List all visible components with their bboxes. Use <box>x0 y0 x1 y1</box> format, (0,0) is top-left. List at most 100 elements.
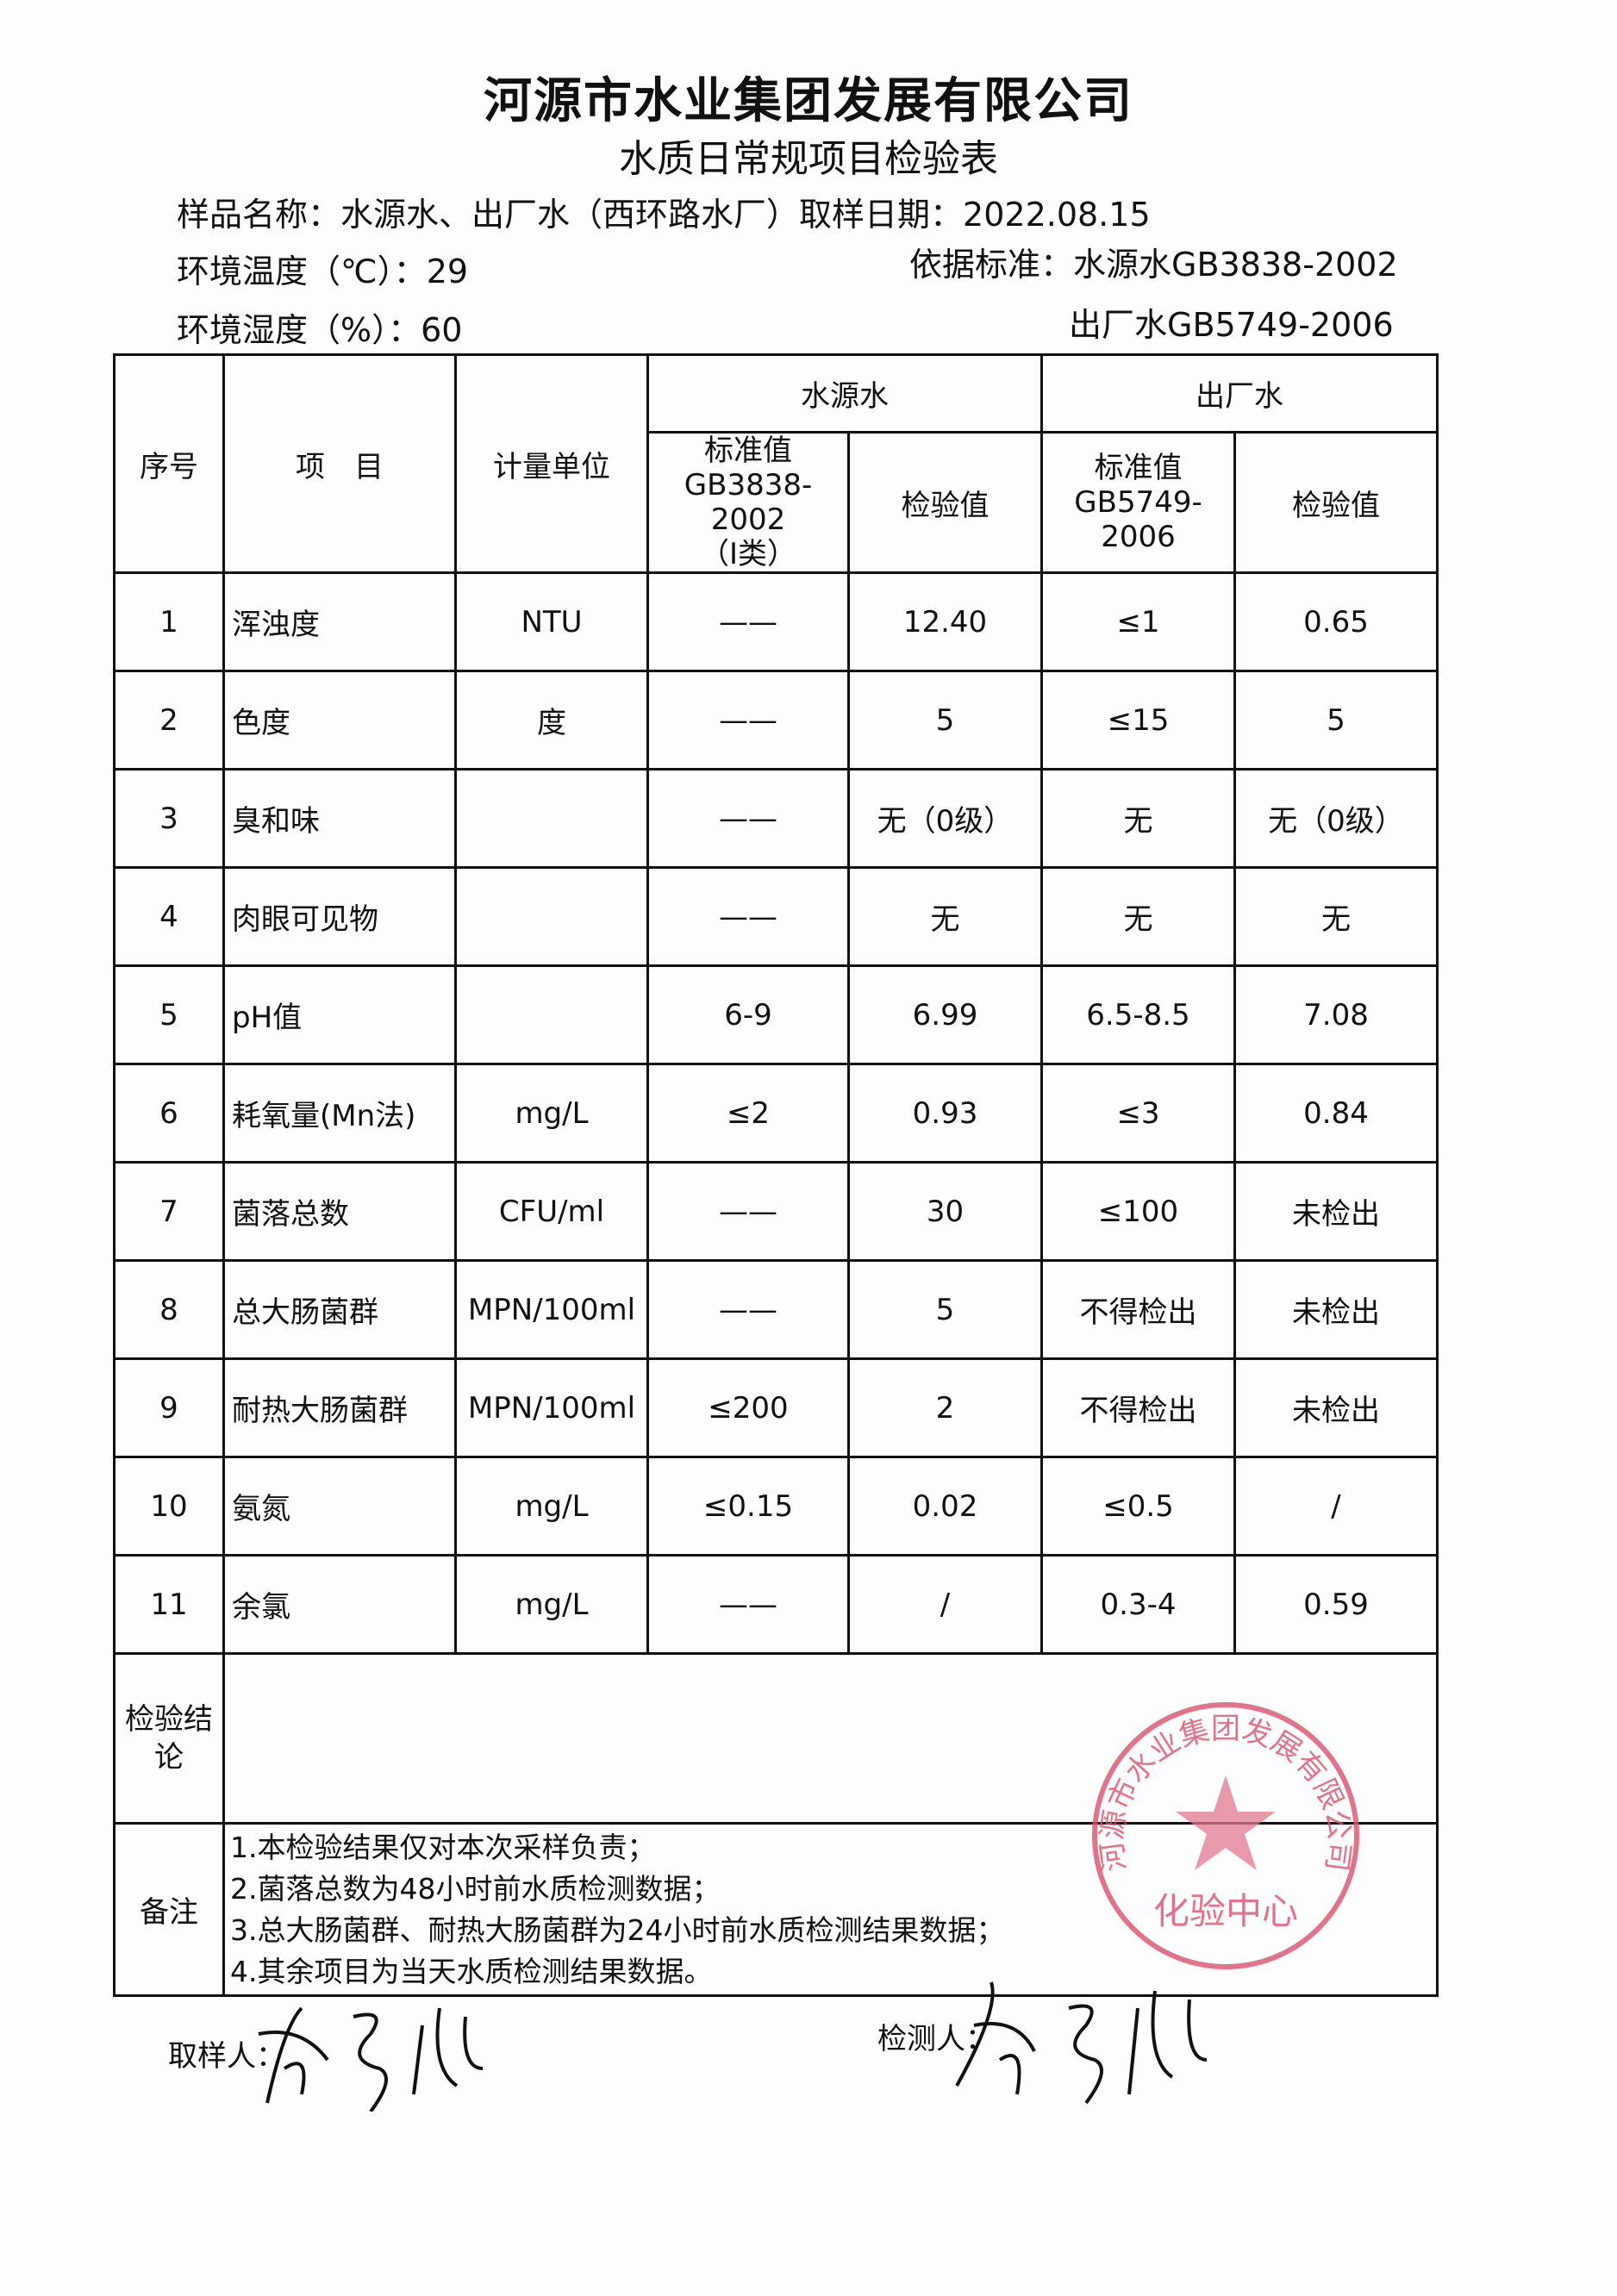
row-source-standard: —— <box>646 571 850 672</box>
table-row: 6 耗氧量(Mn法) mg/L ≤2 0.93 ≤3 0.84 <box>113 1063 1439 1164</box>
row-no: 3 <box>113 768 225 869</box>
row-treated-standard: 不得检出 <box>1040 1357 1236 1458</box>
row-source-value: 无 <box>847 866 1043 967</box>
temperature-line: 环境温度（℃）：29 <box>177 245 468 292</box>
row-treated-value: 0.84 <box>1233 1063 1439 1164</box>
table-row: 2 色度度 —— 5 ≤15 5 <box>113 670 1439 771</box>
row-item: 总大肠菌群 <box>222 1259 457 1360</box>
row-item: pH值 <box>222 964 457 1065</box>
sample-name-label: 样品名称： <box>177 196 341 234</box>
note-item: 3.总大肠菌群、耐热大肠菌群为24小时前水质检测结果数据； <box>230 1912 1005 1947</box>
sampler-signature <box>258 2006 484 2112</box>
row-item: 氨氮 <box>222 1456 457 1557</box>
official-seal: 河源市水业集团发展有限公司 化验中心 <box>1092 1702 1359 1969</box>
row-source-standard: ≤0.15 <box>646 1456 850 1557</box>
row-source-standard: ≤2 <box>646 1063 850 1164</box>
row-treated-standard: 无 <box>1040 768 1236 869</box>
row-treated-value: / <box>1233 1456 1439 1557</box>
row-unit: mg/L <box>454 1063 649 1164</box>
row-source-value: 12.40 <box>847 571 1043 672</box>
row-treated-standard: 6.5-8.5 <box>1040 964 1236 1065</box>
header-source-water: 水源水 <box>646 353 1043 434</box>
row-source-value: 30 <box>847 1161 1043 1262</box>
row-treated-value: 7.08 <box>1233 964 1439 1065</box>
humidity-label: 环境湿度（%）： <box>177 311 421 349</box>
row-item: 余氯 <box>222 1554 457 1655</box>
sample-name-line: 样品名称：水源水、出厂水（西环路水厂）取样日期：2022.08.15 <box>177 188 1151 235</box>
humidity-value: 60 <box>421 311 463 349</box>
row-unit: mg/L <box>454 1456 649 1557</box>
standard-treated: 出厂水GB5749-2006 <box>1069 306 1394 344</box>
row-treated-standard: 不得检出 <box>1040 1259 1236 1360</box>
seal-ring <box>1092 1702 1359 1969</box>
row-treated-value: 未检出 <box>1233 1161 1439 1262</box>
inspection-table: 序号 项 目 计量单位 水源水 出厂水 标准值 GB3838-2002 （Ⅰ类）… <box>113 353 1439 1997</box>
row-treated-standard: 无 <box>1040 866 1236 967</box>
standard-line: 依据标准：水源水GB3838-2002 <box>909 238 1398 285</box>
table-row: 9 耐热大肠菌群 MPN/100ml ≤200 2 不得检出 未检出 <box>113 1357 1439 1458</box>
conclusion-label: 检验结论 <box>113 1652 225 1825</box>
table-row: 5 pH值 6-9 6.99 6.5-8.5 7.08 <box>113 964 1439 1065</box>
row-treated-value: 未检出 <box>1233 1357 1439 1458</box>
row-treated-standard: 0.3-4 <box>1040 1554 1236 1655</box>
table-row: 11 余氯 mg/L ——/0.3-4 0.59 <box>113 1554 1439 1655</box>
row-treated-value: 未检出 <box>1233 1259 1439 1360</box>
row-unit <box>454 768 649 869</box>
seal-center-text: 化验中心 <box>1153 1890 1298 1932</box>
table-row: 3 臭和味 —— 无（0级）无无（0级） <box>113 768 1439 869</box>
header-source-value: 检验值 <box>847 431 1043 574</box>
row-source-standard: —— <box>646 1161 850 1262</box>
standard-label: 依据标准： <box>909 246 1074 284</box>
table-row: 4 肉眼可见物 —— 无无无 <box>113 866 1439 967</box>
row-no: 10 <box>113 1456 225 1557</box>
row-treated-standard: ≤100 <box>1040 1161 1236 1262</box>
form-title: 水质日常规项目检验表 <box>619 137 998 181</box>
row-treated-value: 无（0级） <box>1233 768 1439 869</box>
seal-star-icon <box>1176 1775 1276 1870</box>
row-source-standard: —— <box>646 670 850 771</box>
row-treated-value: 0.59 <box>1233 1554 1439 1655</box>
row-item: 浑浊度 <box>222 571 457 672</box>
sample-name: 水源水、出厂水（西环路水厂） <box>340 196 800 234</box>
row-source-standard: —— <box>646 768 850 869</box>
treated-standard-line2: GB5749-2006 <box>1074 485 1202 554</box>
row-item: 色度 <box>222 670 457 771</box>
row-source-value: 5 <box>847 1259 1043 1360</box>
row-item: 耐热大肠菌群 <box>222 1357 457 1458</box>
row-source-standard: —— <box>646 1554 850 1655</box>
sample-date: 2022.08.15 <box>963 196 1151 234</box>
row-unit: 度 <box>454 670 649 771</box>
row-unit: NTU <box>454 571 649 672</box>
row-item: 肉眼可见物 <box>222 866 457 967</box>
row-source-value: 0.02 <box>847 1456 1043 1557</box>
row-unit: CFU/ml <box>454 1161 649 1262</box>
row-no: 5 <box>113 964 225 1065</box>
row-item: 臭和味 <box>222 768 457 869</box>
header-treated-water: 出厂水 <box>1040 353 1439 434</box>
header-treated-standard: 标准值 GB5749-2006 <box>1040 431 1236 574</box>
header-item: 项 目 <box>222 353 457 574</box>
note-item: 2.菌落总数为48小时前水质检测数据； <box>230 1871 721 1906</box>
temperature-value: 29 <box>426 253 469 290</box>
row-treated-standard: ≤15 <box>1040 670 1236 771</box>
row-unit <box>454 964 649 1065</box>
company-title: 河源市水业集团发展有限公司 <box>484 73 1133 129</box>
header-no: 序号 <box>113 353 225 574</box>
row-source-value: 无（0级） <box>847 768 1043 869</box>
row-treated-value: 无 <box>1233 866 1439 967</box>
conclusion-value <box>222 1652 1439 1825</box>
header-source-standard: 标准值 GB3838-2002 （Ⅰ类） <box>646 431 850 574</box>
sample-date-label: 取样日期： <box>799 196 964 234</box>
row-source-value: 0.93 <box>847 1063 1043 1164</box>
note-item: 1.本检验结果仅对本次采样负责； <box>230 1830 656 1864</box>
row-treated-standard: ≤3 <box>1040 1063 1236 1164</box>
row-source-standard: —— <box>646 866 850 967</box>
note-item: 4.其余项目为当天水质检测结果数据。 <box>230 1954 713 1988</box>
row-source-value: 2 <box>847 1357 1043 1458</box>
row-no: 1 <box>113 571 225 672</box>
row-treated-value: 5 <box>1233 670 1439 771</box>
row-no: 7 <box>113 1161 225 1262</box>
row-no: 8 <box>113 1259 225 1360</box>
source-standard-line1: 标准值 <box>704 434 792 468</box>
row-unit: MPN/100ml <box>454 1357 649 1458</box>
